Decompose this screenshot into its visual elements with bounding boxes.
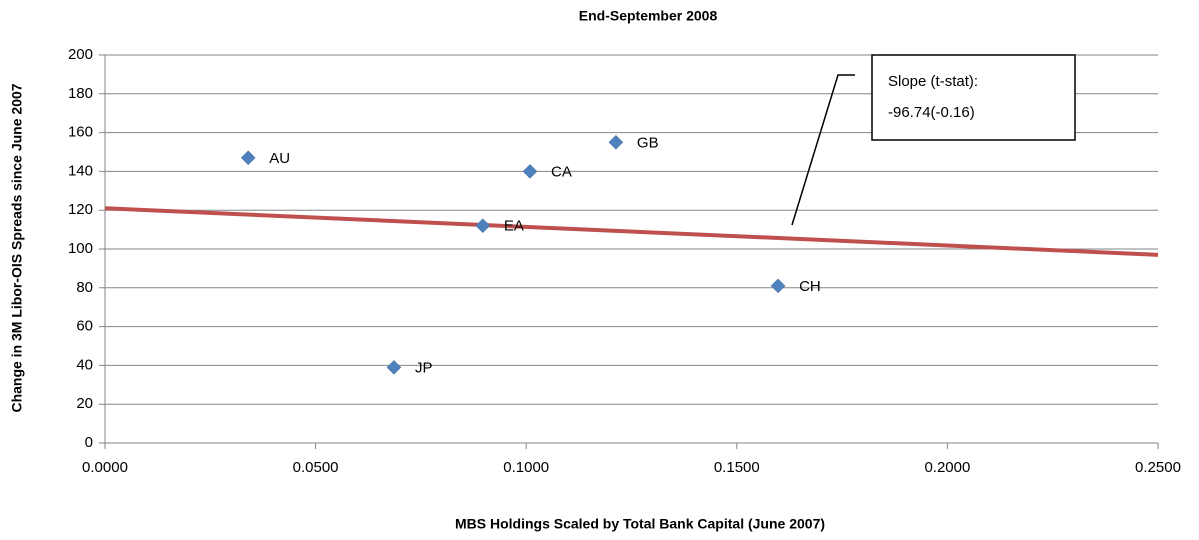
annotation-leader	[791, 74, 855, 226]
y-tick-label: 0	[85, 434, 93, 451]
y-tick-label: 120	[68, 201, 93, 218]
trend-line	[104, 206, 1159, 257]
x-tick-label: 0.2500	[1135, 459, 1181, 476]
x-tick-label: 0.1000	[503, 459, 549, 476]
y-axis-title: Change in 3M Libor-OIS Spreads since Jun…	[9, 83, 25, 412]
y-tick-label: 160	[68, 124, 93, 141]
annotation-line: -96.74(-0.16)	[888, 104, 975, 121]
annotation-line: Slope (t-stat):	[888, 73, 978, 90]
x-axis-title: MBS Holdings Scaled by Total Bank Capita…	[455, 516, 825, 532]
x-tick-label: 0.1500	[714, 459, 760, 476]
y-tick-label: 20	[76, 395, 93, 412]
x-tick-label: 0.2000	[924, 459, 970, 476]
y-tick-label: 60	[76, 318, 93, 335]
data-point	[608, 134, 624, 150]
data-point	[522, 164, 538, 179]
y-tick-label: 180	[68, 85, 93, 102]
chart-title: End-September 2008	[579, 8, 718, 24]
point-label: CH	[799, 278, 821, 295]
x-tick-label: 0.0500	[293, 459, 339, 476]
y-tick-label: 40	[76, 356, 93, 373]
y-tick-label: 80	[76, 279, 93, 296]
y-tick-label: 140	[68, 162, 93, 179]
annotation-box	[871, 54, 1076, 141]
data-point	[770, 278, 786, 294]
y-tick-label: 200	[68, 46, 93, 63]
x-tick-label: 0.0000	[82, 459, 128, 476]
point-label: JP	[415, 359, 433, 376]
point-label: GB	[637, 134, 659, 151]
y-tick-label: 100	[68, 240, 93, 257]
point-label: AU	[269, 150, 290, 167]
data-point	[386, 359, 402, 375]
data-point	[475, 218, 491, 234]
point-label: EA	[504, 218, 524, 235]
data-point	[240, 150, 256, 166]
point-label: CA	[551, 163, 572, 180]
